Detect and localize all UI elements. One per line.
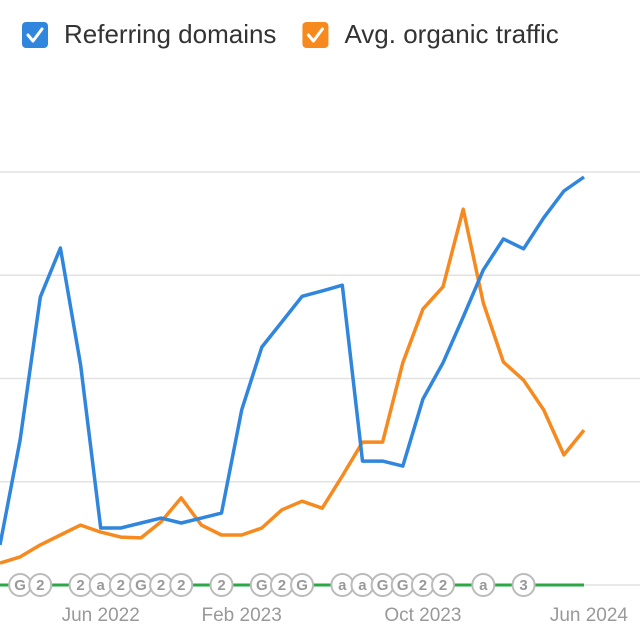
legend-check: [306, 27, 324, 43]
annotation-label: G: [377, 577, 389, 594]
annotation-marker: [431, 573, 456, 597]
annotation-marker: [28, 573, 53, 597]
x-tick-label: Oct 2023: [384, 605, 461, 626]
annotation-label: a: [358, 577, 367, 594]
annotation-label: 2: [36, 577, 44, 594]
x-tick-label: Jun 2022: [62, 605, 140, 626]
annotation-label: 2: [419, 577, 427, 594]
annotation-label: 2: [157, 577, 165, 594]
legend-label: Referring domains: [64, 19, 276, 49]
annotation-marker: [471, 573, 496, 597]
x-tick-label: Feb 2023: [202, 605, 282, 626]
annotation-marker: [169, 573, 194, 597]
annotation-marker: [290, 573, 315, 597]
legend-item[interactable]: Avg. organic traffic: [302, 19, 559, 49]
series-line: [0, 207, 586, 565]
legend-checkbox: [22, 22, 48, 48]
annotation-label: a: [338, 577, 347, 594]
annotation-marker: [511, 573, 536, 597]
annotation-label: 2: [76, 577, 84, 594]
series-line: [0, 175, 586, 546]
annotation-label: 2: [217, 577, 225, 594]
annotation-label: a: [479, 577, 488, 594]
annotation-label: 2: [177, 577, 185, 594]
legend-check: [26, 27, 44, 43]
annotation-label: G: [296, 577, 308, 594]
annotation-label: 2: [439, 577, 447, 594]
annotation-label: 3: [519, 577, 527, 594]
annotation-label: 2: [117, 577, 125, 594]
annotation-label: a: [97, 577, 106, 594]
annotation-label: G: [135, 577, 147, 594]
annotation-label: G: [397, 577, 409, 594]
annotation-label: G: [14, 577, 26, 594]
legend-checkbox: [302, 22, 329, 48]
annotation-label: 2: [278, 577, 286, 594]
legend-item[interactable]: Referring domains: [22, 19, 276, 49]
x-tick-label: Jun 2024: [550, 605, 629, 626]
annotation-label: G: [256, 577, 268, 594]
annotation-marker: [209, 573, 234, 597]
legend-label: Avg. organic traffic: [344, 19, 558, 49]
